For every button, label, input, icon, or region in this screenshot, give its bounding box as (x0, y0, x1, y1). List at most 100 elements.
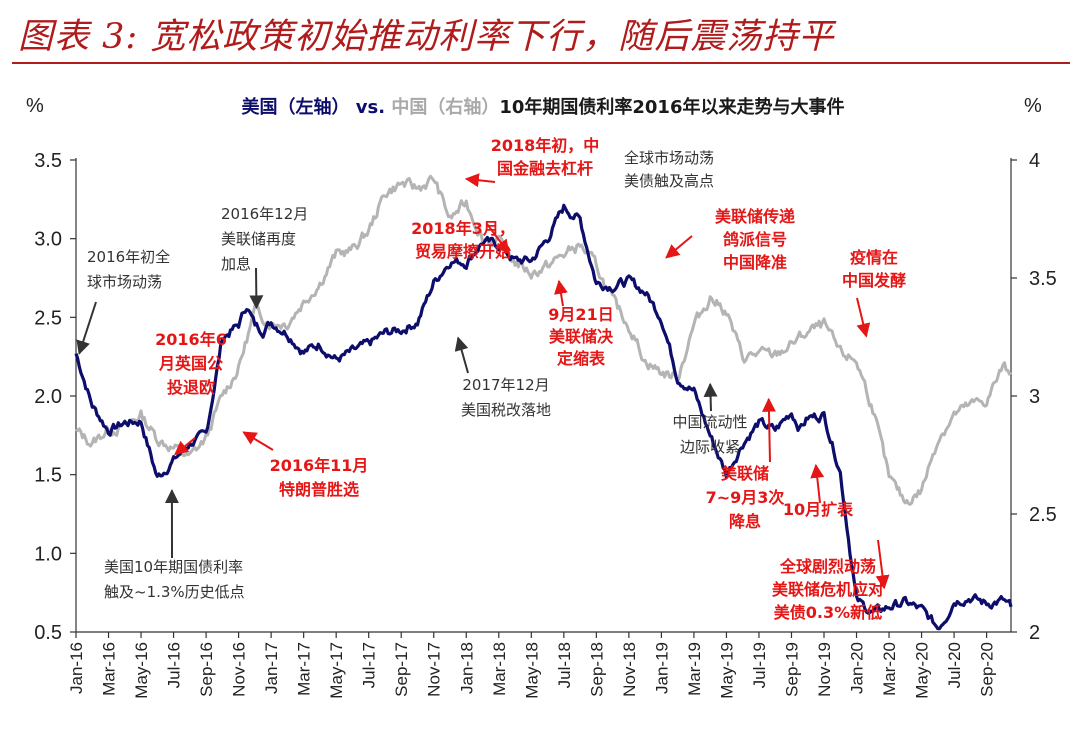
annotation-line: 疫情在 (850, 248, 898, 267)
x-tick-label: May-16 (132, 642, 151, 699)
annotation-line: 美债0.3%新低 (774, 603, 882, 622)
annotation-line: 美债触及高点 (624, 172, 714, 190)
x-tick-label: May-19 (717, 642, 736, 699)
right-tick-label: 2 (1029, 622, 1040, 644)
annotation-line: 美联储决 (549, 327, 614, 346)
x-tick-label: Jan-17 (262, 642, 281, 694)
annotation-line: 美联储再度 (221, 230, 296, 248)
x-tick-label: Jul-16 (165, 642, 184, 688)
annotation-line: 降息 (729, 512, 761, 531)
annotation-line: 投退欧 (167, 378, 215, 397)
x-tick-label: Jan-16 (67, 642, 86, 694)
right-tick-label: 2.5 (1029, 504, 1057, 526)
right-tick-label: 4 (1029, 150, 1040, 172)
right-tick-label: 3.5 (1029, 268, 1057, 290)
series-layer (74, 174, 1013, 631)
right-axis-unit: % (1024, 95, 1042, 117)
annotation-arrow (554, 279, 568, 307)
left-tick-label: 2.5 (34, 307, 62, 329)
annotation-arrow (761, 397, 776, 463)
annotation-line: 2016年6 (155, 330, 227, 349)
annotation-line: 全球市场动荡 (624, 149, 714, 167)
x-tick-label: Jul-20 (945, 642, 964, 688)
annotation-line: 月英国公 (158, 354, 223, 373)
x-tick-label: Mar-16 (100, 642, 119, 696)
x-tick-label: Sep-19 (782, 642, 801, 697)
x-tick-label: Sep-20 (978, 642, 997, 697)
x-tick-label: Nov-19 (815, 642, 834, 697)
annotation-line: 鸽派信号 (723, 230, 787, 249)
x-axis: Jan-16 Mar-16 May-16 Jul-16 Sep-16 Nov-16 Jan-… (67, 158, 1012, 699)
chart-title-us: 美国（左轴） (242, 96, 350, 118)
annotation-arrow (486, 223, 510, 254)
x-tick-label: Sep-18 (587, 642, 606, 697)
chart-title: 美国（左轴） vs. 中国（右轴）10年期国债利率2016年以来走势与大事件 (242, 96, 845, 118)
annotation-line: 10月扩表 (783, 500, 854, 519)
x-tick-label: Nov-18 (620, 642, 639, 697)
annotation-arrow (665, 235, 693, 259)
chart-title-vs: vs. (350, 97, 392, 118)
x-tick-label: May-18 (522, 642, 541, 699)
annotation-line: 美联储 (721, 464, 769, 483)
x-tick-label: Nov-16 (230, 642, 249, 697)
annotation-line: 2017年12月 (462, 376, 549, 394)
x-tick-label: Nov-17 (425, 642, 444, 697)
annotation-line: 球市场动荡 (87, 273, 162, 291)
left-axis-unit: % (26, 95, 44, 117)
annotation-line: 加息 (221, 255, 251, 273)
x-tick-label: Sep-16 (197, 642, 216, 697)
annotation-line: 2018年初，中 (491, 136, 600, 155)
figure-title: 图表 3: 宽松政策初始推动利率下行，随后震荡持平 (18, 17, 835, 57)
x-tick-label: Jan-19 (652, 642, 671, 694)
annotation-line: 美联储传递 (715, 207, 795, 226)
right-axis: 4 3.5 3 2.5 2 (1011, 150, 1057, 644)
annotation-arrow (810, 463, 825, 504)
x-tick-label: Jul-17 (360, 642, 379, 688)
annotation-line: 定缩表 (556, 349, 606, 368)
annotation-line: 国金融去杠杆 (497, 159, 593, 178)
annotation-line: 美联储危机应对 (772, 580, 884, 599)
us-rate-line (74, 203, 1013, 631)
annotation: 2018年3月， 贸易摩擦开始 (411, 219, 515, 261)
x-tick-label: Jul-18 (555, 642, 574, 688)
annotation-arrow (76, 301, 97, 355)
annotation-line: 美国10年期国债利率 (104, 558, 243, 576)
annotation-arrow (464, 173, 496, 188)
x-tick-label: Jul-19 (750, 642, 769, 688)
annotation-arrow (856, 297, 871, 338)
x-tick-label: Mar-19 (685, 642, 704, 696)
left-tick-label: 0.5 (34, 622, 62, 644)
x-tick-label: May-17 (327, 642, 346, 699)
annotation-arrow (703, 382, 718, 412)
annotation-arrow (875, 539, 890, 590)
x-tick-label: Mar-18 (490, 642, 509, 696)
annotation-line: 全球剧烈动荡 (779, 557, 876, 576)
chart-title-rest: 10年期国债利率2016年以来走势与大事件 (499, 96, 844, 118)
left-axis: 3.5 3.0 2.5 2.0 1.5 1.0 0.5 (34, 150, 76, 644)
annotation-arrow (454, 336, 469, 374)
annotation-line: 中国流动性 (672, 413, 747, 431)
annotation-line: 2016年12月 (221, 205, 308, 223)
x-tick-label: Jan-20 (848, 642, 867, 694)
title-divider (12, 62, 1070, 64)
annotation-line: 美国税改落地 (461, 401, 551, 419)
x-tick-label: Jan-18 (457, 642, 476, 694)
annotation-line: 2016年11月 (270, 456, 369, 475)
annotation-arrow (174, 437, 196, 456)
annotation-line: 7~9月3次 (706, 488, 785, 507)
annotation-arrow (242, 431, 274, 451)
